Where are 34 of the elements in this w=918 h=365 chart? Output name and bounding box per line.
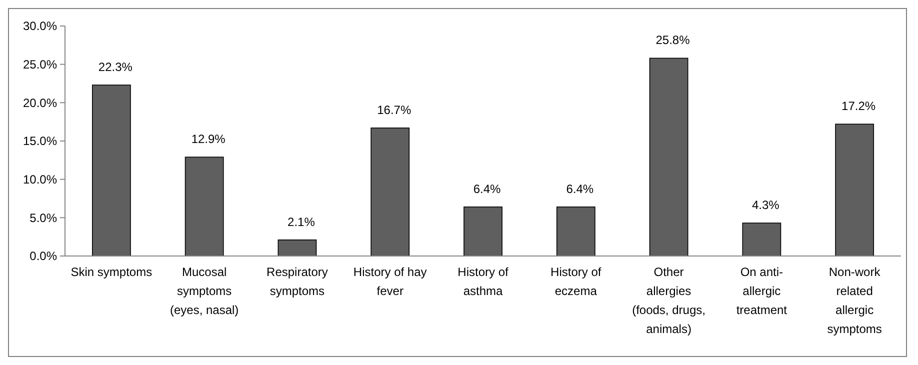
data-label: 6.4% [566, 182, 594, 196]
bar [649, 58, 688, 256]
y-tick-label: 25.0% [22, 58, 58, 72]
bar [184, 156, 224, 256]
x-tick-label: Mucosal symptoms (eyes, nasal) [170, 265, 239, 317]
x-tick-label: History of asthma [458, 265, 509, 298]
bar [464, 206, 502, 256]
y-tick-label: 20.0% [22, 96, 58, 110]
x-tick-label: Non-work related allergic symptoms [827, 265, 882, 336]
x-tick-label: Other allergies (foods, drugs, animals) [632, 265, 706, 336]
y-tick-label: 30.0% [22, 19, 58, 34]
x-tick-label: Skin symptoms [70, 265, 152, 279]
data-label: 12.9% [191, 132, 226, 146]
x-tick-label: History of eczema [550, 265, 602, 298]
bar [370, 128, 410, 256]
bar [556, 206, 596, 256]
bar [835, 124, 874, 256]
x-tick-label: Respiratory symptoms [266, 265, 328, 298]
data-label: 25.8% [656, 33, 690, 48]
bar [742, 222, 782, 256]
data-label: 4.3% [752, 198, 780, 212]
data-label: 2.1% [288, 214, 316, 229]
data-label: 6.4% [473, 182, 501, 196]
data-label: 17.2% [842, 99, 876, 114]
data-label: 16.7% [377, 102, 412, 117]
x-tick-label: History of hay fever [353, 265, 427, 298]
y-tick-label: 5.0% [30, 210, 58, 225]
data-label: 22.3% [98, 60, 133, 74]
y-tick-label: 15.0% [22, 134, 58, 148]
bar [278, 240, 317, 256]
y-tick-label: 10.0% [22, 172, 58, 187]
y-tick-label: 0.0% [30, 249, 58, 264]
x-tick-label: On anti-allergic treatment [736, 265, 788, 317]
bar [92, 84, 131, 256]
